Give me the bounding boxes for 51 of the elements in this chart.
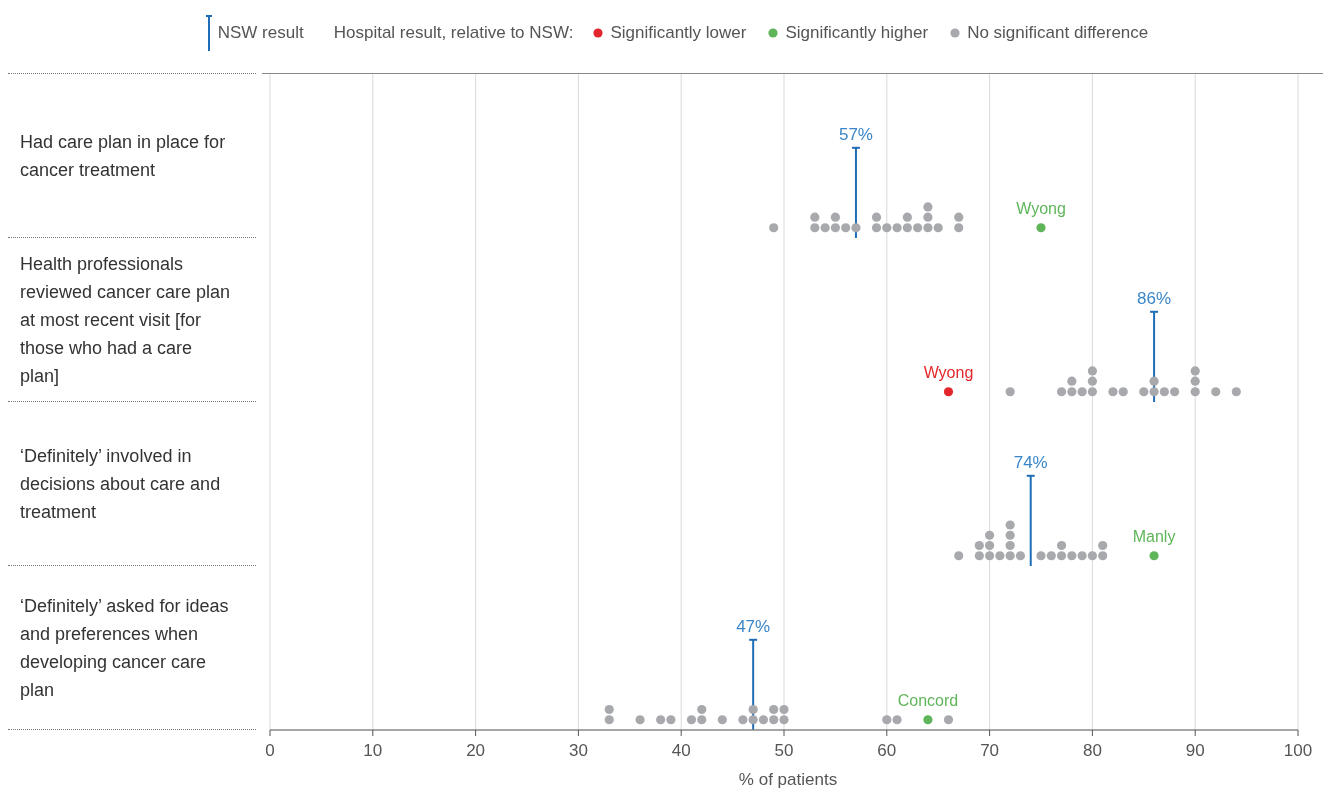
point <box>1046 551 1056 561</box>
ref-line-label: 57% <box>838 124 873 144</box>
x-tick-label: 40 <box>671 741 691 761</box>
legend-label: Significantly lower <box>610 23 747 43</box>
point <box>1005 551 1015 561</box>
point <box>1005 540 1015 551</box>
x-tick-label: 50 <box>774 741 794 761</box>
annotation: Concord <box>897 691 959 709</box>
point <box>1015 551 1026 561</box>
point <box>1056 551 1067 561</box>
point <box>1087 551 1097 561</box>
point <box>1005 530 1015 540</box>
text: Health professionals reviewed cancer care plan at most recent visit [for those who had a care plan] <box>19 252 232 388</box>
text: NSW result <box>217 23 304 43</box>
x-tick-label: 10 <box>363 741 383 761</box>
x-tick-label: 90 <box>1185 741 1205 761</box>
ref-line-label: 86% <box>1137 288 1172 308</box>
x-tick-label: 70 <box>980 741 1000 761</box>
point <box>1077 551 1087 561</box>
annotation: Wyong <box>923 363 974 381</box>
point <box>1067 551 1077 561</box>
x-tick-label: 0 <box>265 741 275 761</box>
point <box>1036 551 1046 561</box>
point <box>1056 540 1067 551</box>
ref-line-label: 47% <box>736 616 771 636</box>
text: Had care plan in place for cancer treatment <box>19 130 227 182</box>
x-tick-label: 80 <box>1082 741 1102 761</box>
point <box>974 551 984 561</box>
point <box>954 551 964 561</box>
point <box>974 540 984 551</box>
legend-title: Hospital result, relative to NSW: <box>333 23 574 43</box>
x-tick-label: 100 <box>1283 741 1313 761</box>
x-tick-label: 30 <box>568 741 588 761</box>
point <box>985 551 995 561</box>
x-tick-label: 20 <box>466 741 486 761</box>
point <box>995 551 1005 561</box>
text: ‘Definitely’ involved in decisions about care and treatment <box>19 444 222 524</box>
point <box>985 530 995 540</box>
text: ‘Definitely’ asked for ideas and preferences when developing cancer care plan <box>19 594 230 702</box>
legend-label: Significantly higher <box>785 23 929 43</box>
point <box>985 540 995 551</box>
x-tick-label: 60 <box>877 741 897 761</box>
ref-line-label: 74% <box>1013 452 1048 472</box>
legend-label: No significant difference <box>967 23 1149 43</box>
point <box>1098 540 1108 551</box>
x-axis-title: % of patients <box>737 770 839 790</box>
annotation: Wyong <box>1016 199 1066 217</box>
annotation: Manly <box>1132 527 1176 545</box>
point <box>1005 520 1015 530</box>
point <box>1098 551 1108 561</box>
point <box>1149 551 1159 561</box>
